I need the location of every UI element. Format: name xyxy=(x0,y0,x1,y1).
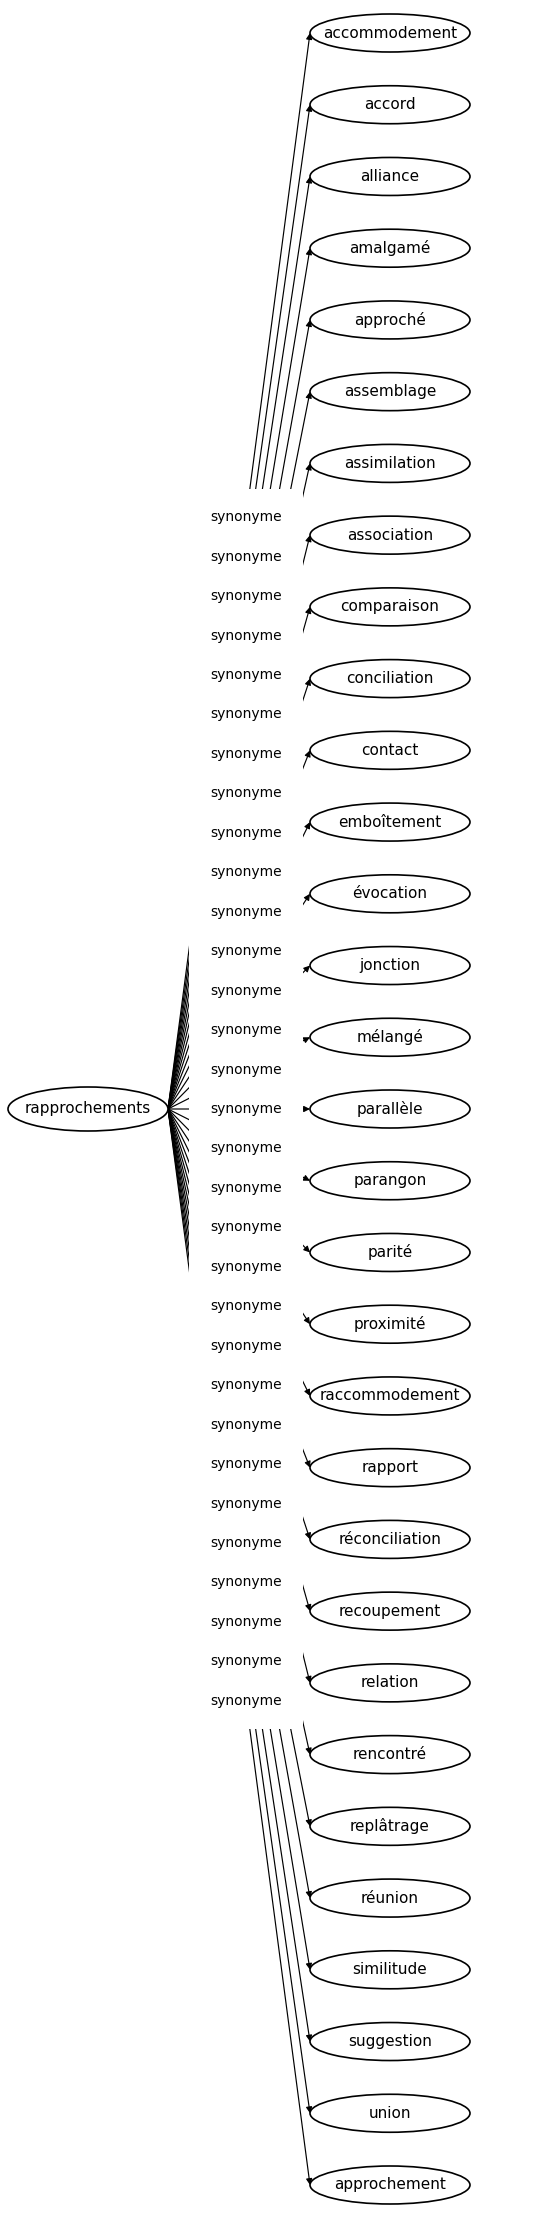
Text: replâtrage: replâtrage xyxy=(350,1817,430,1835)
Ellipse shape xyxy=(310,1449,470,1487)
Text: conciliation: conciliation xyxy=(346,670,434,686)
Ellipse shape xyxy=(310,2022,470,2061)
Text: synonyme: synonyme xyxy=(210,825,282,839)
Text: approchement: approchement xyxy=(334,2177,446,2192)
Text: synonyme: synonyme xyxy=(210,865,282,879)
Text: union: union xyxy=(369,2106,411,2121)
Ellipse shape xyxy=(310,1163,470,1200)
Text: synonyme: synonyme xyxy=(210,1220,282,1234)
Text: synonyme: synonyme xyxy=(210,1300,282,1314)
Ellipse shape xyxy=(310,1806,470,1846)
Ellipse shape xyxy=(310,87,470,124)
Text: synonyme: synonyme xyxy=(210,708,282,721)
Text: recoupement: recoupement xyxy=(339,1604,441,1618)
Ellipse shape xyxy=(310,732,470,770)
Ellipse shape xyxy=(310,158,470,195)
Text: synonyme: synonyme xyxy=(210,628,282,644)
Ellipse shape xyxy=(8,1087,168,1132)
Text: synonyme: synonyme xyxy=(210,1338,282,1354)
Text: association: association xyxy=(347,528,433,544)
Text: synonyme: synonyme xyxy=(210,1536,282,1551)
Ellipse shape xyxy=(310,948,470,985)
Ellipse shape xyxy=(310,1735,470,1773)
Text: similitude: similitude xyxy=(352,1962,427,1977)
Ellipse shape xyxy=(310,803,470,841)
Text: synonyme: synonyme xyxy=(210,905,282,919)
Ellipse shape xyxy=(310,229,470,266)
Text: synonyme: synonyme xyxy=(210,1693,282,1709)
Ellipse shape xyxy=(310,444,470,482)
Text: parallèle: parallèle xyxy=(357,1101,424,1116)
Text: emboîtement: emboîtement xyxy=(338,814,441,830)
Ellipse shape xyxy=(310,302,470,340)
Text: synonyme: synonyme xyxy=(210,668,282,681)
Text: synonyme: synonyme xyxy=(210,1141,282,1156)
Text: synonyme: synonyme xyxy=(210,550,282,564)
Text: rapprochements: rapprochements xyxy=(25,1101,151,1116)
Text: rapport: rapport xyxy=(362,1460,419,1476)
Text: contact: contact xyxy=(361,743,419,759)
Ellipse shape xyxy=(310,373,470,411)
Text: amalgamé: amalgamé xyxy=(349,240,431,255)
Text: rencontré: rencontré xyxy=(353,1746,427,1762)
Text: synonyme: synonyme xyxy=(210,1378,282,1391)
Text: synonyme: synonyme xyxy=(210,1023,282,1036)
Text: proximité: proximité xyxy=(353,1316,426,1331)
Ellipse shape xyxy=(310,1019,470,1056)
Ellipse shape xyxy=(310,1664,470,1702)
Ellipse shape xyxy=(310,874,470,912)
Ellipse shape xyxy=(310,588,470,626)
Text: relation: relation xyxy=(361,1675,419,1691)
Ellipse shape xyxy=(310,1951,470,1988)
Text: assimilation: assimilation xyxy=(344,455,436,470)
Text: synonyme: synonyme xyxy=(210,786,282,801)
Text: parangon: parangon xyxy=(353,1174,427,1187)
Text: synonyme: synonyme xyxy=(210,1615,282,1629)
Text: synonyme: synonyme xyxy=(210,588,282,604)
Text: synonyme: synonyme xyxy=(210,983,282,999)
Text: jonction: jonction xyxy=(359,959,420,974)
Text: synonyme: synonyme xyxy=(210,1575,282,1589)
Text: suggestion: suggestion xyxy=(348,2035,432,2048)
Text: synonyme: synonyme xyxy=(210,1103,282,1116)
Ellipse shape xyxy=(310,517,470,555)
Text: synonyme: synonyme xyxy=(210,1260,282,1274)
Ellipse shape xyxy=(310,1090,470,1127)
Ellipse shape xyxy=(310,13,470,51)
Ellipse shape xyxy=(310,1378,470,1416)
Text: mélangé: mélangé xyxy=(357,1030,424,1045)
Text: synonyme: synonyme xyxy=(210,1063,282,1076)
Ellipse shape xyxy=(310,1234,470,1271)
Text: accord: accord xyxy=(364,98,416,113)
Text: assemblage: assemblage xyxy=(344,384,436,399)
Text: synonyme: synonyme xyxy=(210,1458,282,1471)
Ellipse shape xyxy=(310,1879,470,1917)
Text: synonyme: synonyme xyxy=(210,748,282,761)
Text: réconciliation: réconciliation xyxy=(339,1531,441,1547)
Text: comparaison: comparaison xyxy=(340,599,439,615)
Ellipse shape xyxy=(310,1305,470,1342)
Ellipse shape xyxy=(310,2166,470,2203)
Text: parité: parité xyxy=(368,1245,413,1260)
Ellipse shape xyxy=(310,659,470,697)
Text: synonyme: synonyme xyxy=(210,1181,282,1194)
Text: raccommodement: raccommodement xyxy=(320,1389,460,1402)
Ellipse shape xyxy=(310,1593,470,1631)
Text: alliance: alliance xyxy=(361,169,420,184)
Ellipse shape xyxy=(310,2095,470,2132)
Text: réunion: réunion xyxy=(361,1891,419,1906)
Text: évocation: évocation xyxy=(352,885,427,901)
Text: synonyme: synonyme xyxy=(210,510,282,524)
Text: approché: approché xyxy=(354,313,426,328)
Text: accommodement: accommodement xyxy=(323,24,457,40)
Text: synonyme: synonyme xyxy=(210,1496,282,1511)
Text: synonyme: synonyme xyxy=(210,1655,282,1669)
Text: synonyme: synonyme xyxy=(210,1418,282,1431)
Text: synonyme: synonyme xyxy=(210,945,282,959)
Ellipse shape xyxy=(310,1520,470,1558)
